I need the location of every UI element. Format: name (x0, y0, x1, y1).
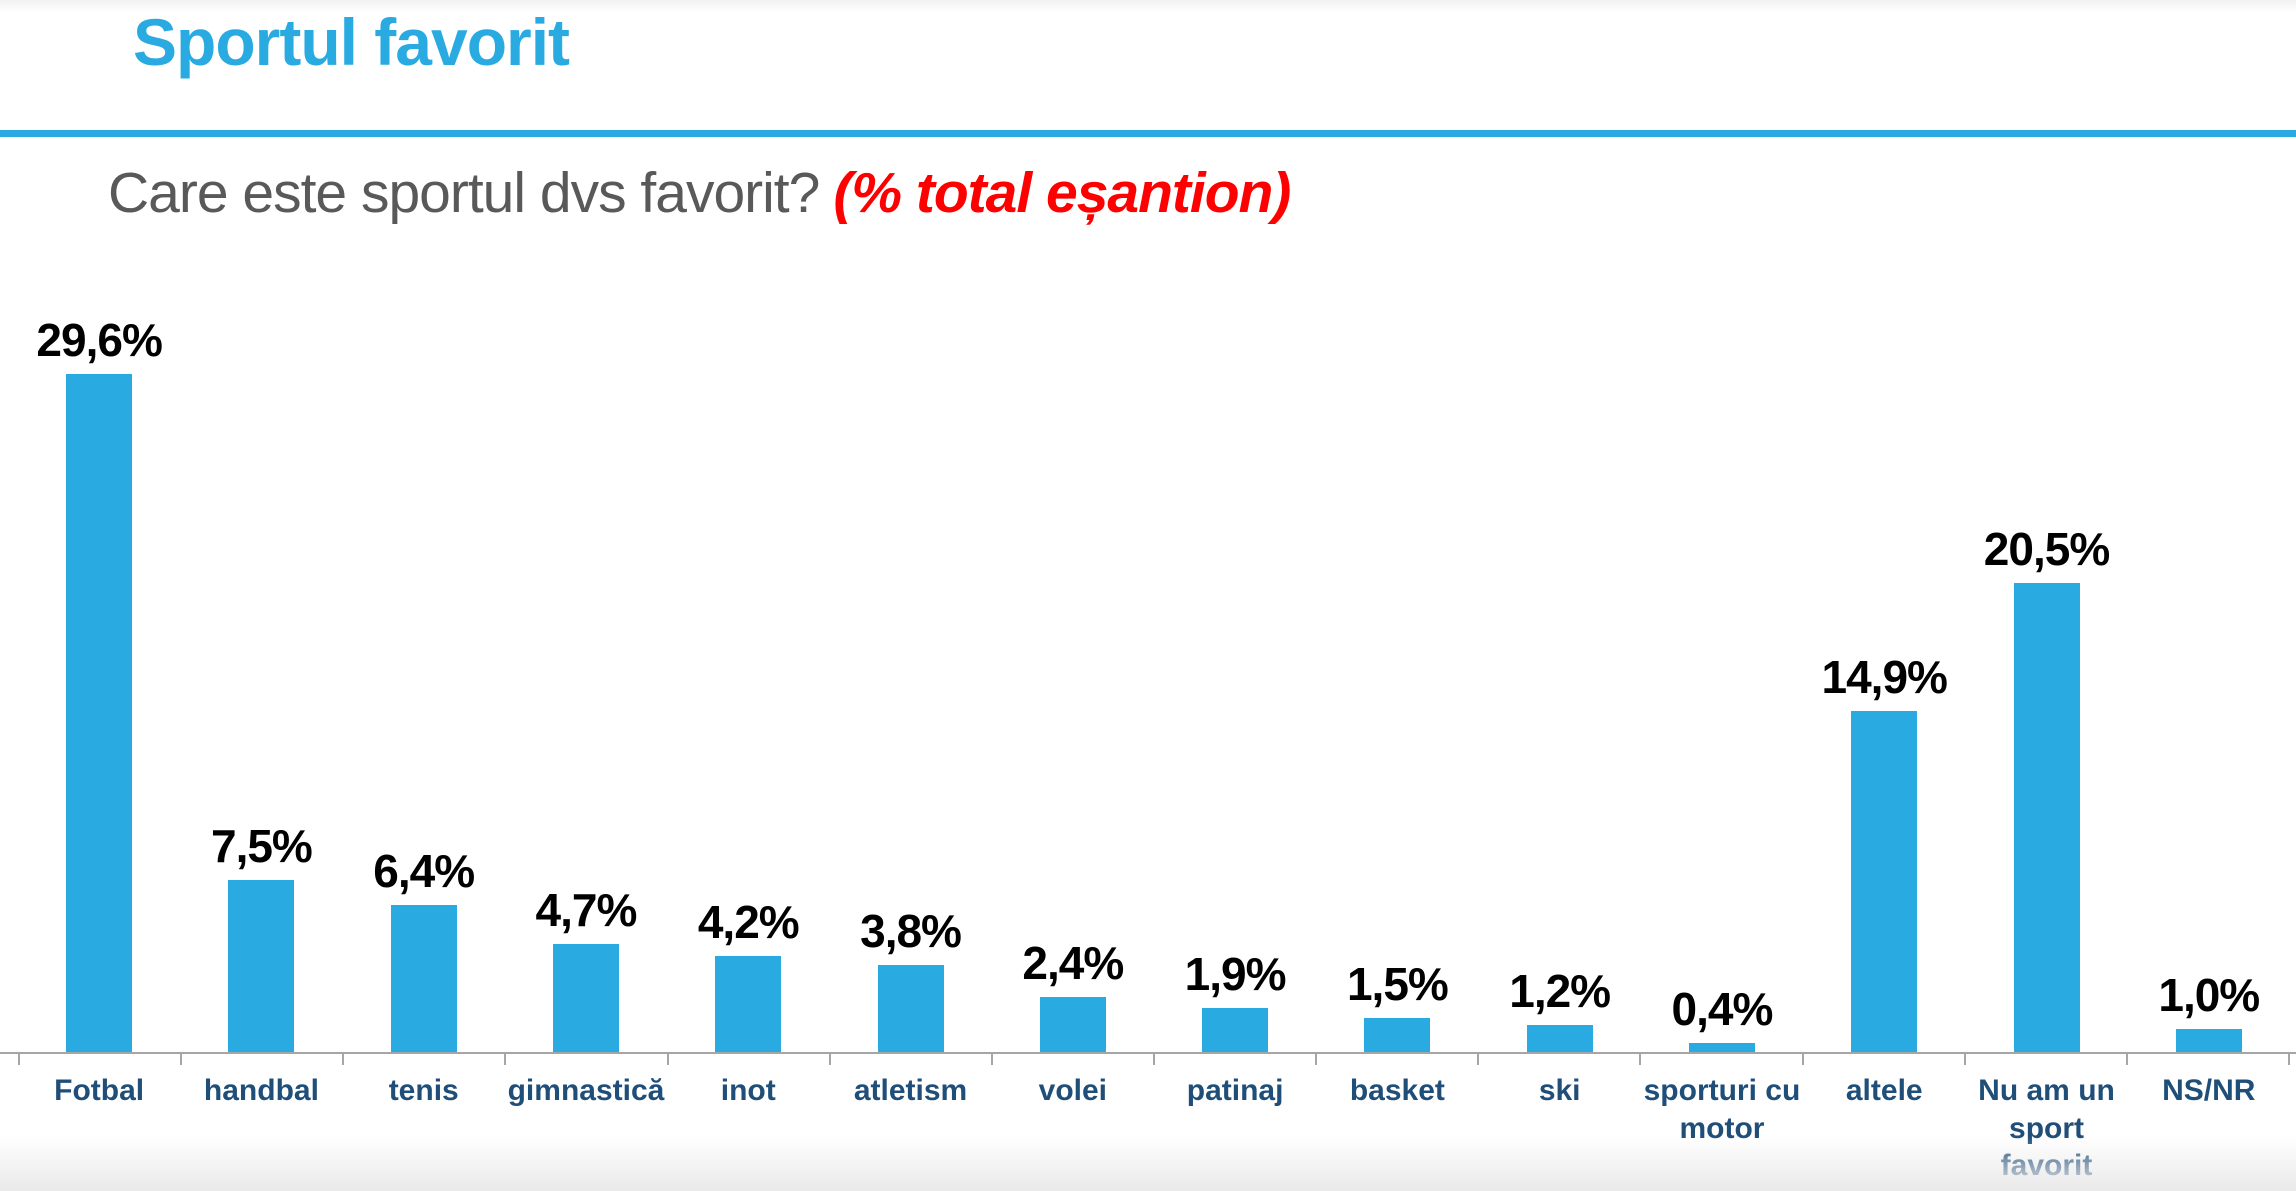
x-axis-ticks (18, 1054, 2290, 1065)
category-label-ski: ski (1538, 1074, 1581, 1107)
category-label-basket: basket (1349, 1074, 1445, 1107)
axis-tick-cell (344, 1054, 507, 1065)
axis-tick-cell (2128, 1054, 2290, 1065)
bar-atletism (877, 965, 944, 1052)
bar-patinaj (1202, 1008, 1269, 1052)
category-label-fotbal: Fotbal (54, 1074, 145, 1107)
value-label-inot: 4,2% (697, 896, 800, 948)
title-divider-line (0, 130, 2296, 137)
bar-ns-nr (2175, 1029, 2242, 1052)
bar-chart-plot-area: 29,6% 7,5% 6,4% 4,7% 4,2% 3,8% 2,4% 1,9% 1,5% 1,2… (18, 295, 2290, 1052)
bar-column-fotbal: 29,6% (18, 317, 180, 1052)
bar-sporturi-cu-motor (1688, 1043, 1755, 1052)
value-label-handbal: 7,5% (210, 820, 313, 872)
bar-column-nu-am-un-sport-favorit: 20,5% (1965, 526, 2127, 1052)
value-label-patinaj: 1,9% (1184, 948, 1287, 1000)
bar-column-sporturi-cu-motor: 0,4% (1641, 986, 1803, 1052)
subtitle-note: (% total eșantion) (833, 161, 1291, 225)
bar-column-tenis: 6,4% (343, 848, 505, 1052)
top-edge-strip (0, 0, 2296, 12)
bar-column-altele: 14,9% (1803, 654, 1965, 1052)
axis-tick-cell (669, 1054, 831, 1065)
bar-column-gimnastica: 4,7% (505, 887, 667, 1052)
bar-nu-am-un-sport-favorit (2013, 583, 2080, 1052)
bar-altele (1851, 711, 1918, 1052)
bar-fotbal (66, 374, 133, 1052)
bar-volei (1039, 997, 1106, 1052)
axis-tick-cell (1641, 1054, 1804, 1065)
value-label-nu-am-un-sport-favorit: 20,5% (1983, 523, 2110, 575)
value-label-sporturi-cu-motor: 0,4% (1671, 983, 1774, 1035)
axis-tick-cell (831, 1054, 993, 1065)
axis-tick-cell (1317, 1054, 1480, 1065)
category-label-gimnastica: gimnastică (507, 1074, 665, 1107)
value-label-ns-nr: 1,0% (2158, 969, 2260, 1021)
axis-tick-cell (1966, 1054, 2128, 1065)
bar-column-handbal: 7,5% (180, 823, 342, 1052)
x-axis-line (0, 1052, 2296, 1054)
value-label-volei: 2,4% (1022, 937, 1124, 989)
value-label-gimnastica: 4,7% (535, 884, 638, 936)
category-label-altele: altele (1845, 1074, 1923, 1107)
category-label-handbal: handbal (203, 1074, 319, 1107)
page-title: Sportul favorit (133, 5, 570, 79)
category-label-atletism: atletism (853, 1074, 968, 1107)
value-label-basket: 1,5% (1346, 958, 1449, 1010)
chart-subtitle: Care este sportul dvs favorit? (% total e… (108, 161, 1291, 225)
axis-tick-cell (182, 1054, 345, 1065)
category-label-volei: volei (1038, 1074, 1108, 1107)
axis-tick-cell (18, 1054, 183, 1065)
axis-tick-cell (993, 1054, 1155, 1065)
value-label-fotbal: 29,6% (36, 314, 162, 366)
category-label-ns-nr: NS/NR (2162, 1074, 2256, 1107)
value-label-tenis: 6,4% (373, 845, 475, 897)
bar-gimnastica (552, 944, 619, 1052)
bottom-edge-strip (0, 1136, 2296, 1191)
axis-tick-cell (1804, 1054, 1966, 1065)
value-label-atletism: 3,8% (860, 905, 962, 957)
value-label-ski: 1,2% (1509, 965, 1611, 1017)
subtitle-question: Care este sportul dvs favorit? (108, 161, 820, 225)
bar-column-ski: 1,2% (1479, 968, 1641, 1052)
bar-column-patinaj: 1,9% (1154, 951, 1316, 1052)
bar-column-volei: 2,4% (992, 940, 1154, 1052)
bar-inot (715, 956, 782, 1052)
bar-handbal (228, 880, 295, 1052)
value-label-altele: 14,9% (1821, 651, 1948, 703)
bar-tenis (390, 905, 457, 1052)
category-label-tenis: tenis (388, 1074, 459, 1107)
bar-column-inot: 4,2% (667, 899, 829, 1052)
bar-column-basket: 1,5% (1316, 961, 1478, 1052)
bar-column-ns-nr: 1,0% (2128, 972, 2290, 1052)
category-label-inot: inot (720, 1074, 776, 1107)
category-label-patinaj: patinaj (1186, 1074, 1284, 1107)
bar-basket (1364, 1018, 1431, 1052)
axis-tick-cell (1155, 1054, 1318, 1065)
axis-tick-cell (506, 1054, 669, 1065)
axis-tick-cell (1479, 1054, 1642, 1065)
bar-ski (1526, 1025, 1593, 1052)
bar-column-atletism: 3,8% (829, 908, 991, 1052)
